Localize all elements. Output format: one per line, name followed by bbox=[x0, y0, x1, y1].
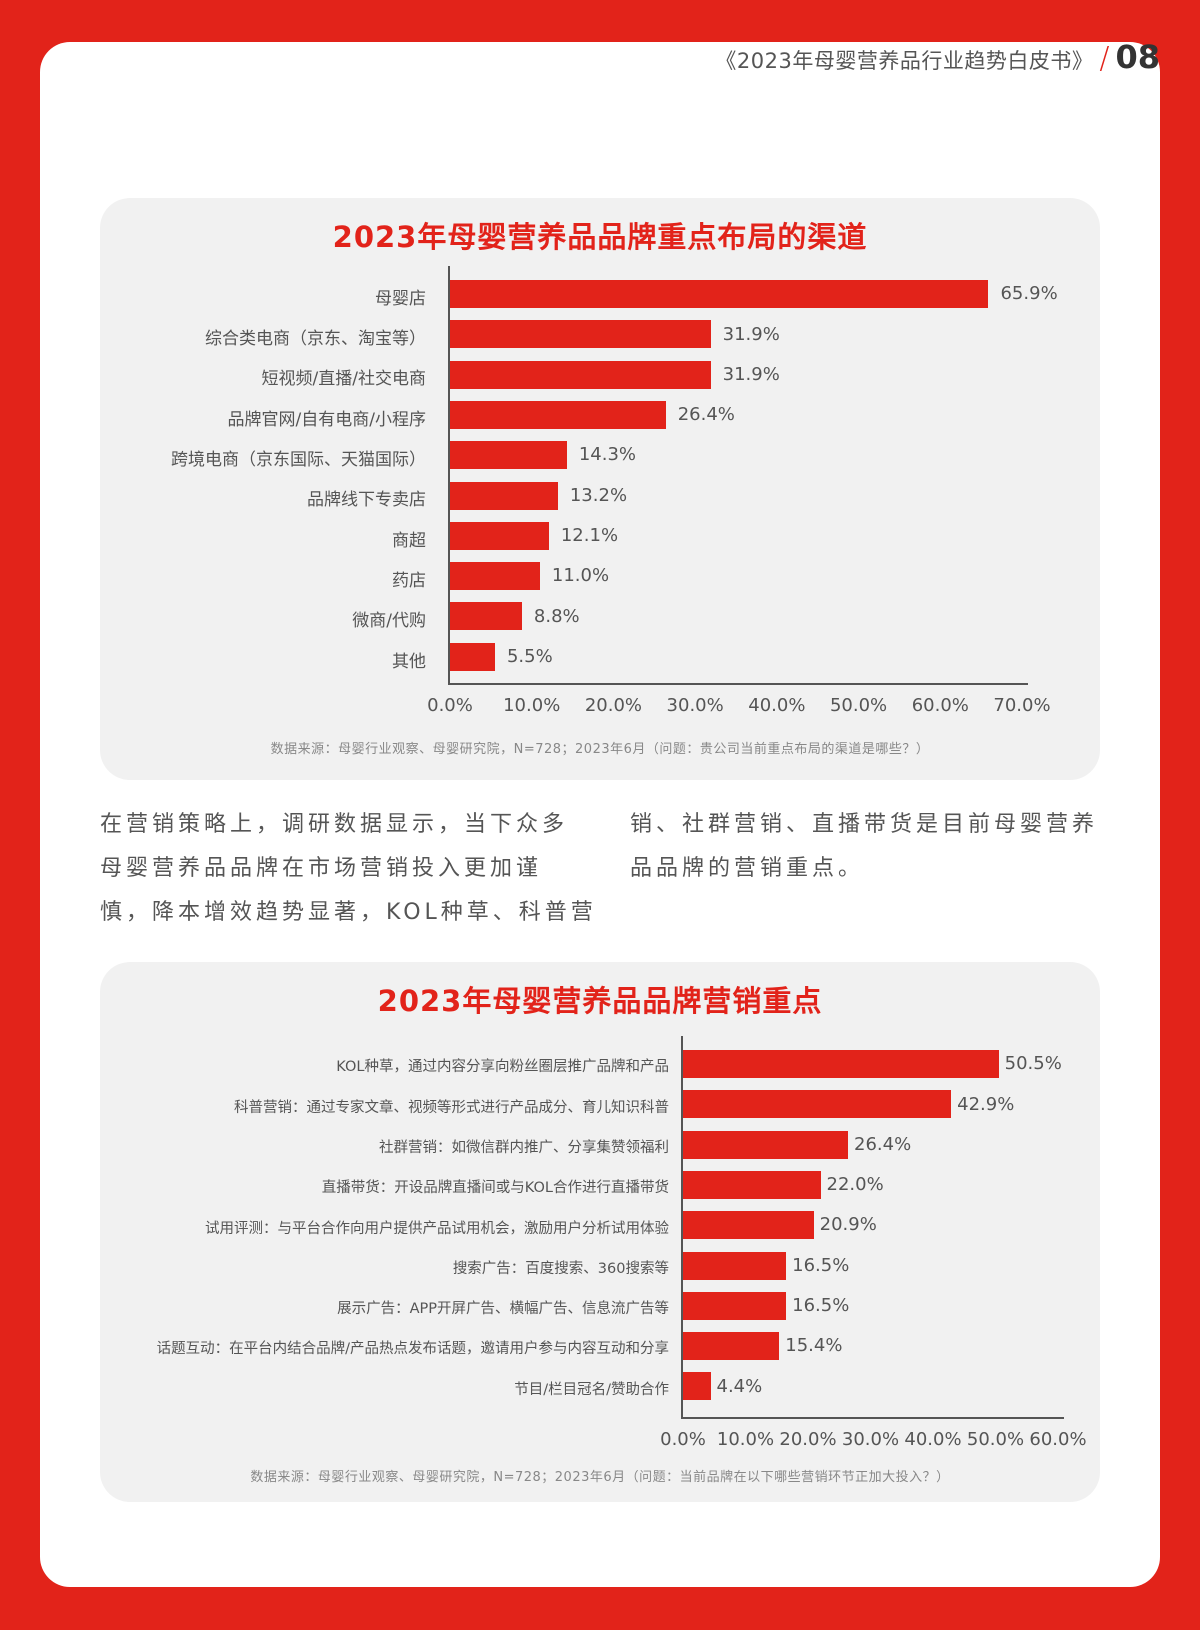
bar bbox=[683, 1170, 821, 1199]
chart-source-note: 数据来源：母婴行业观察、母婴研究院，N=728；2023年6月（问题：贵公司当前… bbox=[270, 742, 930, 757]
value-label: 31.9% bbox=[722, 323, 780, 345]
chart-panel-marketing: 2023年母婴营养品品牌营销重点 KOL种草，通过内容分享向粉丝圈层推广品牌和产… bbox=[100, 962, 1100, 1502]
category-label: 科普营销：通过专家文章、视频等形式进行产品成分、育儿知识科普 bbox=[234, 1099, 669, 1116]
bar bbox=[450, 642, 495, 671]
bar bbox=[683, 1332, 780, 1361]
bar bbox=[450, 481, 558, 510]
bar bbox=[450, 400, 666, 429]
category-label: 微商/代购 bbox=[352, 611, 426, 632]
category-label: 搜索广告：百度搜索、360搜索等 bbox=[452, 1260, 669, 1277]
chart-panel-channels: 2023年母婴营养品品牌重点布局的渠道 母婴店 65.9% 综合类电商（京东、淘宝等… bbox=[100, 198, 1100, 780]
value-label: 12.1% bbox=[560, 525, 619, 546]
body-paragraph-left: 在营销策略上，调研数据显示，当下众多 母婴营养品品牌在市场营销投入更加谨 慎，降… bbox=[100, 803, 600, 935]
value-label: 8.8% bbox=[533, 605, 580, 627]
bar bbox=[450, 521, 549, 550]
chart-source-note: 数据来源：母婴行业观察、母婴研究院，N=728；2023年6月（问题：当前品牌在… bbox=[250, 1470, 950, 1485]
value-label: 15.4% bbox=[785, 1335, 843, 1357]
bar bbox=[450, 360, 711, 389]
x-tick-label: 40.0% bbox=[748, 695, 806, 716]
x-tick-label: 70.0% bbox=[993, 695, 1051, 716]
chart-title: 2023年母婴营养品品牌营销重点 bbox=[377, 984, 823, 1018]
page-number: 08 bbox=[1115, 38, 1160, 76]
y-axis-line bbox=[448, 266, 450, 683]
bar bbox=[683, 1130, 848, 1159]
body-line: 母婴营养品品牌在市场营销投入更加谨 bbox=[100, 856, 543, 881]
x-tick-label: 0.0% bbox=[660, 1428, 706, 1450]
value-label: 16.5% bbox=[792, 1295, 850, 1316]
category-label: 商超 bbox=[392, 530, 426, 551]
x-tick-label: 50.0% bbox=[829, 695, 888, 716]
bar bbox=[450, 562, 540, 591]
value-label: 31.9% bbox=[722, 363, 780, 385]
x-tick-label: 10.0% bbox=[503, 695, 561, 716]
value-label: 13.2% bbox=[569, 484, 628, 506]
x-tick-label: 40.0% bbox=[904, 1428, 962, 1450]
x-tick-label: 50.0% bbox=[966, 1428, 1025, 1450]
category-label: 药店 bbox=[392, 570, 426, 591]
category-label: 直播带货：开设品牌直播间或与KOL合作进行直播带货 bbox=[321, 1180, 669, 1197]
value-label: 4.4% bbox=[716, 1375, 763, 1397]
bar bbox=[683, 1291, 787, 1320]
bar bbox=[450, 280, 989, 308]
value-label: 20.9% bbox=[819, 1214, 877, 1236]
body-paragraph-right: 销、社群营销、直播带货是目前母婴营养 品品牌的营销重点。 bbox=[630, 803, 1110, 891]
value-label: 5.5% bbox=[506, 645, 553, 667]
category-label: 短视频/直播/社交电商 bbox=[261, 369, 426, 390]
category-label: 品牌官网/自有电商/小程序 bbox=[227, 409, 426, 430]
category-label: 节目/栏目冠名/赞助合作 bbox=[514, 1381, 669, 1398]
x-tick-label: 60.0% bbox=[911, 695, 969, 716]
bar bbox=[683, 1050, 999, 1078]
body-line: 销、社群营销、直播带货是目前母婴营养 bbox=[630, 812, 1099, 837]
value-label: 22.0% bbox=[826, 1174, 884, 1196]
x-tick-label: 20.0% bbox=[779, 1428, 837, 1450]
bar-chart-marketing: KOL种草，通过内容分享向粉丝圈层推广品牌和产品 50.5% 科普营销：通过专家文章… bbox=[100, 962, 1100, 1502]
category-label: 母婴店 bbox=[375, 288, 426, 309]
category-label: 跨境电商（京东国际、天猫国际） bbox=[171, 450, 426, 470]
bar bbox=[683, 1372, 711, 1401]
category-label: 社群营销：如微信群内推广、分享集赞领福利 bbox=[379, 1139, 669, 1156]
x-tick-label: 30.0% bbox=[841, 1428, 900, 1450]
x-tick-label: 20.0% bbox=[584, 695, 643, 716]
value-label: 65.9% bbox=[1000, 283, 1058, 305]
category-label: 话题互动：在平台内结合品牌/产品热点发布话题，邀请用户参与内容互动和分享 bbox=[156, 1341, 669, 1358]
x-tick-label: 10.0% bbox=[716, 1428, 775, 1450]
bar bbox=[683, 1090, 952, 1119]
category-label: 品牌线下专卖店 bbox=[307, 490, 426, 511]
value-label: 11.0% bbox=[551, 565, 610, 587]
bar bbox=[683, 1251, 787, 1280]
category-label: 试用评测：与平台合作向用户提供产品试用机会，激励用户分析试用体验 bbox=[205, 1220, 669, 1237]
body-line: 品品牌的营销重点。 bbox=[630, 856, 865, 881]
x-tick-label: 60.0% bbox=[1029, 1428, 1087, 1450]
bar bbox=[450, 602, 522, 631]
category-label: 展示广告：APP开屏广告、横幅广告、信息流广告等 bbox=[337, 1301, 669, 1318]
chart-title: 2023年母婴营养品品牌重点布局的渠道 bbox=[332, 220, 868, 254]
y-axis-line bbox=[681, 1036, 683, 1417]
x-tick-label: 0.0% bbox=[427, 695, 473, 716]
bar bbox=[683, 1211, 814, 1240]
x-axis-line bbox=[681, 1416, 1064, 1419]
value-label: 16.5% bbox=[792, 1254, 850, 1276]
category-label: 综合类电商（京东、淘宝等） bbox=[205, 329, 426, 350]
value-label: 42.9% bbox=[957, 1093, 1015, 1115]
document-title: 《2023年母婴营养品行业趋势白皮书》 bbox=[715, 49, 1094, 73]
page-header: 《2023年母婴营养品行业趋势白皮书》 / 08 bbox=[715, 38, 1160, 76]
x-axis-line bbox=[448, 683, 1028, 685]
value-label: 14.3% bbox=[578, 444, 637, 466]
value-label: 26.4% bbox=[677, 404, 735, 426]
value-label: 26.4% bbox=[854, 1133, 912, 1155]
category-label: 其他 bbox=[392, 651, 426, 672]
x-tick-label: 30.0% bbox=[666, 695, 724, 716]
bar bbox=[450, 320, 711, 349]
value-label: 50.5% bbox=[1004, 1053, 1062, 1075]
bar-chart-channels: 母婴店 65.9% 综合类电商（京东、淘宝等） 31.9% 短视频/直播/社交电商 31.… bbox=[100, 198, 1100, 780]
category-label: KOL种草，通过内容分享向粉丝圈层推广品牌和产品 bbox=[336, 1059, 669, 1076]
body-line: 慎，降本增效趋势显著，KOL种草、科普营 bbox=[100, 900, 597, 925]
body-line: 在营销策略上，调研数据显示，当下众多 bbox=[100, 812, 569, 837]
header-divider: / bbox=[1099, 41, 1110, 76]
bar bbox=[450, 441, 567, 470]
